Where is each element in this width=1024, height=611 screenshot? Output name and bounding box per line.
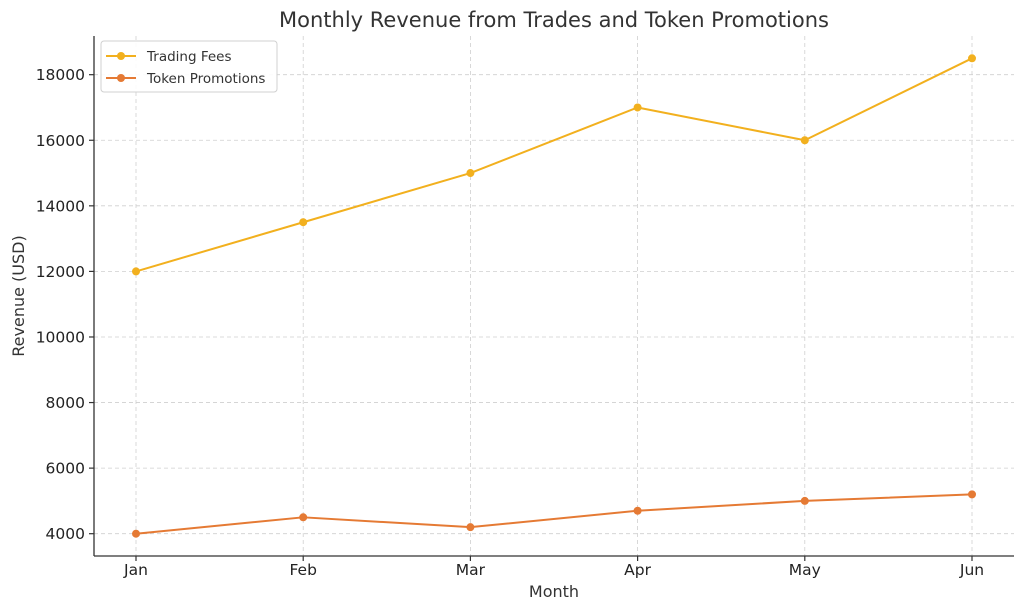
grid [94,36,1014,556]
y-tick-label-4000: 4000 [46,525,85,543]
data-point-trading-fees-jun [968,54,976,63]
axes [93,36,1014,557]
data-point-token-promotions-may [800,496,809,505]
y-tick-label-8000: 8000 [46,394,85,412]
y-tick-label-12000: 12000 [36,263,85,281]
y-tick-label-6000: 6000 [46,460,85,478]
x-tick-label-mar: Mar [456,561,486,579]
x-axis-title: Month [529,582,579,601]
y-axis-ticks: 4000 6000 8000 10000 12000 14000 16000 18000 [36,66,94,543]
x-tick-label-jun: Jun [959,561,984,579]
legend-label-token-promotions: Token Promotions [146,71,265,87]
data-point-token-promotions-feb [299,513,308,522]
data-point-trading-fees-mar [466,169,475,178]
y-axis-title: Revenue (USD) [9,235,28,356]
data-point-trading-fees-feb [299,218,308,227]
legend-box [100,40,278,93]
x-tick-label-jan: Jan [123,561,148,579]
data-point-trading-fees-apr [633,103,642,112]
data-point-token-promotions-mar [466,523,475,532]
data-point-token-promotions-apr [633,506,642,515]
x-tick-label-may: May [789,561,821,579]
data-point-trading-fees-jan [132,267,140,276]
legend: Trading Fees Token Promotions [100,40,278,93]
series-layer [132,54,976,538]
legend-marker-token-promotions [117,74,125,82]
y-tick-label-14000: 14000 [36,197,85,215]
series-line-trading-fees [135,57,973,273]
chart-title: Monthly Revenue from Trades and Token Pr… [279,8,829,32]
data-point-token-promotions-jan [132,529,140,538]
legend-label-trading-fees: Trading Fees [146,49,232,65]
y-tick-label-18000: 18000 [36,66,85,84]
x-tick-label-feb: Feb [289,561,316,579]
y-tick-label-16000: 16000 [36,132,85,150]
y-tick-label-10000: 10000 [36,328,85,346]
series-line-token-promotions [135,493,973,535]
x-tick-label-apr: Apr [624,561,651,579]
x-axis-ticks: Jan Feb Mar Apr May Jun [123,556,984,579]
data-point-trading-fees-may [800,136,809,145]
data-point-token-promotions-jun [968,490,976,499]
legend-marker-trading-fees [117,52,125,60]
